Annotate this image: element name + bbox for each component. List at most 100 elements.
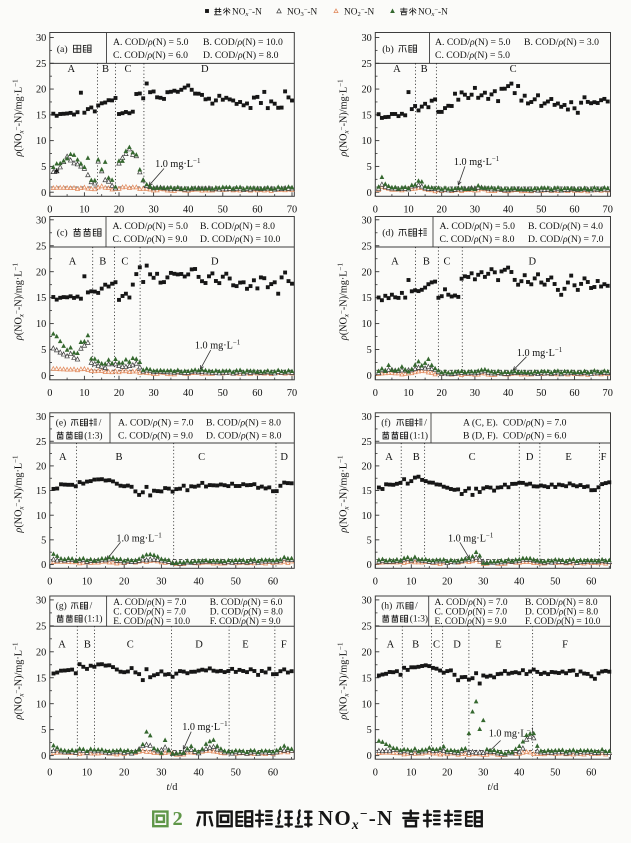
svg-text:F. COD/ρ(N) = 9.0: F. COD/ρ(N) = 9.0 [210, 616, 281, 627]
svg-text:10: 10 [362, 319, 372, 330]
svg-text:60: 60 [569, 388, 579, 399]
svg-text:(1:3): (1:3) [84, 430, 102, 441]
svg-text:/: / [99, 418, 102, 428]
svg-text:20: 20 [362, 85, 372, 96]
svg-text:0: 0 [367, 751, 372, 762]
svg-text:5: 5 [367, 725, 372, 736]
svg-text:/: / [415, 602, 418, 612]
svg-text:/: / [90, 602, 93, 612]
svg-text:0: 0 [47, 577, 52, 588]
svg-text:50: 50 [231, 768, 241, 779]
svg-text:10: 10 [36, 511, 46, 522]
svg-text:D. COD/ρ(N) = 7.0: D. COD/ρ(N) = 7.0 [528, 234, 604, 245]
svg-text:A. COD/ρ(N) = 5.0: A. COD/ρ(N) = 5.0 [435, 37, 511, 48]
svg-text:10: 10 [406, 768, 416, 779]
svg-text:B. COD/ρ(N) = 4.0: B. COD/ρ(N) = 4.0 [528, 221, 603, 232]
svg-text:F. COD/ρ(N) = 10.0: F. COD/ρ(N) = 10.0 [525, 616, 601, 627]
svg-text:20: 20 [437, 388, 447, 399]
svg-text:70: 70 [603, 205, 613, 216]
svg-text:25: 25 [362, 622, 372, 633]
svg-text:D. COD/ρ(N) = 8.0: D. COD/ρ(N) = 8.0 [203, 50, 279, 61]
svg-text:30: 30 [470, 205, 480, 216]
svg-text:60: 60 [268, 577, 278, 588]
svg-text:25: 25 [36, 437, 46, 448]
svg-text:0: 0 [373, 768, 378, 779]
svg-text:10: 10 [406, 577, 416, 588]
svg-text:20: 20 [36, 85, 46, 96]
svg-text:25: 25 [362, 59, 372, 70]
svg-text:60: 60 [252, 205, 262, 216]
svg-text:E: E [495, 640, 501, 651]
svg-text:20: 20 [442, 768, 452, 779]
svg-text:20: 20 [119, 577, 129, 588]
svg-text:30: 30 [470, 388, 480, 399]
svg-text:(1:3): (1:3) [410, 614, 428, 625]
svg-text:0: 0 [373, 205, 378, 216]
svg-text:ρ(NOx−-N)/mg·L−1: ρ(NOx−-N)/mg·L−1 [337, 455, 351, 534]
svg-text:20: 20 [437, 205, 447, 216]
svg-text:40: 40 [183, 205, 193, 216]
svg-text:40: 40 [514, 768, 524, 779]
svg-text:D: D [201, 64, 209, 75]
svg-text:30: 30 [362, 215, 372, 226]
svg-text:E: E [565, 452, 571, 463]
svg-text:5: 5 [367, 536, 372, 547]
svg-text:60: 60 [586, 768, 596, 779]
svg-text:E. COD/ρ(N) = 9.0: E. COD/ρ(N) = 9.0 [435, 616, 507, 627]
svg-text:5: 5 [41, 536, 46, 547]
svg-text:(c): (c) [57, 228, 68, 239]
svg-text:(b): (b) [382, 44, 393, 55]
svg-text:B: B [115, 452, 122, 463]
svg-text:60: 60 [252, 388, 262, 399]
svg-text:25: 25 [36, 241, 46, 252]
svg-text:15: 15 [36, 293, 46, 304]
svg-text:B. COD/ρ(N) = 6.0: B. COD/ρ(N) = 6.0 [210, 597, 283, 608]
svg-text:A: A [59, 452, 67, 463]
svg-text:C: C [198, 452, 205, 463]
svg-text:10: 10 [362, 699, 372, 710]
svg-text:D. COD/ρ(N) = 8.0: D. COD/ρ(N) = 8.0 [525, 606, 598, 617]
svg-text:0: 0 [367, 188, 372, 199]
svg-text:30: 30 [362, 412, 372, 423]
svg-text:A (C, E). COD/ρ(N) = 7.0: A (C, E). COD/ρ(N) = 7.0 [463, 417, 567, 428]
svg-text:E. COD/ρ(N) = 10.0: E. COD/ρ(N) = 10.0 [113, 616, 190, 627]
svg-text:70: 70 [287, 388, 297, 399]
svg-text:20: 20 [362, 647, 372, 658]
svg-text:B. COD/ρ(N) = 3.0: B. COD/ρ(N) = 3.0 [524, 37, 599, 48]
svg-text:0: 0 [373, 388, 378, 399]
svg-text:5: 5 [41, 162, 46, 173]
svg-text:ρ(NOx−-N)/mg·L−1: ρ(NOx−-N)/mg·L−1 [12, 455, 26, 534]
svg-text:A. COD/ρ(N) = 5.0: A. COD/ρ(N) = 5.0 [113, 221, 189, 232]
svg-text:10: 10 [36, 699, 46, 710]
svg-text:A: A [68, 64, 76, 75]
svg-text:C: C [510, 64, 517, 75]
svg-text:40: 40 [503, 388, 513, 399]
svg-text:B. COD/ρ(N) = 8.0: B. COD/ρ(N) = 8.0 [525, 597, 598, 608]
svg-text:(d): (d) [382, 228, 393, 239]
svg-text:0: 0 [47, 205, 52, 216]
svg-text:0: 0 [41, 560, 46, 571]
svg-text:D. COD/ρ(N) = 8.0: D. COD/ρ(N) = 8.0 [206, 430, 282, 441]
svg-text:10: 10 [79, 205, 89, 216]
svg-text:E: E [242, 640, 248, 651]
svg-text:F: F [281, 640, 287, 651]
svg-text:F: F [601, 452, 607, 463]
svg-text:0: 0 [41, 371, 46, 382]
svg-text:50: 50 [218, 388, 228, 399]
svg-text:A: A [385, 452, 393, 463]
svg-text:B. COD/ρ(N) = 8.0: B. COD/ρ(N) = 8.0 [206, 417, 281, 428]
svg-text:0: 0 [41, 751, 46, 762]
svg-text:0: 0 [47, 388, 52, 399]
svg-text:t/d: t/d [488, 782, 500, 793]
svg-text:(g): (g) [56, 601, 67, 612]
svg-text:25: 25 [362, 241, 372, 252]
svg-text:50: 50 [231, 577, 241, 588]
svg-text:A. COD/ρ(N) = 7.0: A. COD/ρ(N) = 7.0 [113, 597, 186, 608]
svg-text:30: 30 [156, 768, 166, 779]
svg-text:60: 60 [569, 205, 579, 216]
svg-text:10: 10 [82, 577, 92, 588]
svg-text:D: D [453, 640, 461, 651]
svg-text:30: 30 [478, 577, 488, 588]
svg-text:B: B [423, 256, 430, 267]
svg-text:C: C [127, 640, 134, 651]
